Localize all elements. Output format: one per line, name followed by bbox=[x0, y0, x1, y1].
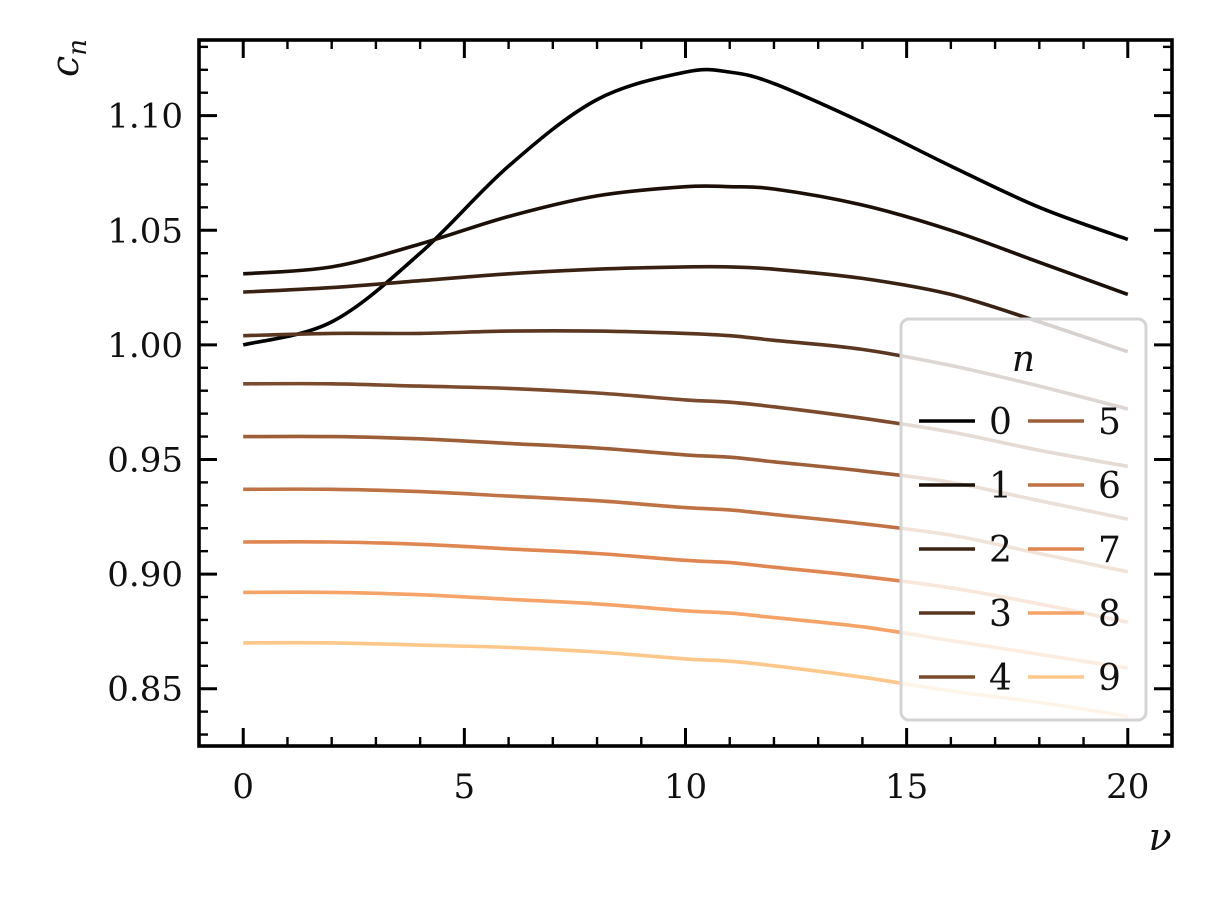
y-axis-label-main: c bbox=[43, 56, 87, 77]
legend-label-n6: 6 bbox=[1098, 466, 1121, 507]
y-tick-label: 1.10 bbox=[107, 97, 183, 137]
legend-label-n0: 0 bbox=[989, 402, 1012, 443]
y-axis-label: cn bbox=[43, 39, 93, 77]
axes-layer: 0 5 10 15 200.850.900.951.001.051.10 bbox=[107, 38, 1174, 807]
x-tick-label: 20 bbox=[1106, 767, 1149, 807]
legend-label-n7: 7 bbox=[1098, 530, 1121, 571]
series-line-n1 bbox=[243, 184, 1129, 297]
x-tick-label: 15 bbox=[885, 767, 928, 807]
series-line-n0 bbox=[242, 67, 1129, 347]
legend-label-n2: 2 bbox=[989, 530, 1012, 571]
y-axis-label-subscript: n bbox=[63, 39, 93, 56]
y-tick-label: 0.90 bbox=[107, 555, 183, 595]
series-line-n2 bbox=[243, 264, 1129, 354]
legend-label-n3: 3 bbox=[989, 594, 1012, 635]
legend-label-n8: 8 bbox=[1098, 594, 1121, 635]
y-tick-label: 1.00 bbox=[107, 326, 183, 366]
x-tick-label: 5 bbox=[454, 767, 476, 807]
x-axis-label: ν bbox=[1148, 815, 1171, 859]
x-tick-label: 0 bbox=[232, 767, 254, 807]
legend: n 0 1 2 3 4 5 6 7 8 9 bbox=[899, 317, 1148, 722]
x-tick-label: 10 bbox=[664, 767, 707, 807]
legend-title: n bbox=[1012, 339, 1035, 380]
y-tick-label: 0.95 bbox=[107, 440, 183, 480]
y-tick-label: 0.85 bbox=[107, 670, 183, 710]
legend-label-n5: 5 bbox=[1098, 402, 1121, 443]
y-tick-label: 1.05 bbox=[107, 211, 183, 251]
labels-layer: ν cn bbox=[43, 39, 1172, 859]
legend-label-n9: 9 bbox=[1098, 658, 1121, 699]
legend-label-n4: 4 bbox=[989, 658, 1012, 699]
legend-label-n1: 1 bbox=[989, 466, 1012, 507]
